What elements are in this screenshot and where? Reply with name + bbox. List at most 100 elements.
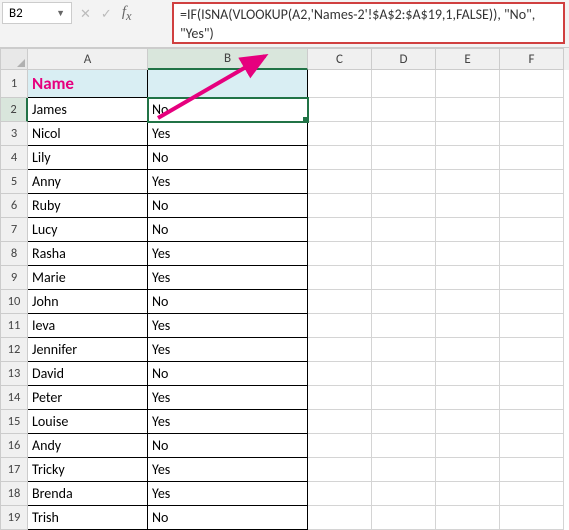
cell-A13[interactable]: David [28,362,148,386]
fx-icon[interactable]: fx [122,4,132,24]
cell-C17[interactable] [308,458,372,482]
cell-E1[interactable] [436,70,500,98]
row-header[interactable]: 13 [0,362,28,386]
cell-D14[interactable] [372,386,436,410]
column-header-e[interactable]: E [436,48,500,70]
cell-F4[interactable] [500,146,564,170]
cell-A19[interactable]: Trish [28,506,148,530]
row-header[interactable]: 17 [0,458,28,482]
cell-A15[interactable]: Louise [28,410,148,434]
cell-B17[interactable]: Yes [148,458,308,482]
cell-C12[interactable] [308,338,372,362]
cell-F9[interactable] [500,266,564,290]
cell-F18[interactable] [500,482,564,506]
cell-B4[interactable]: No [148,146,308,170]
cell-F3[interactable] [500,122,564,146]
cell-E15[interactable] [436,410,500,434]
cell-A7[interactable]: Lucy [28,218,148,242]
cell-C6[interactable] [308,194,372,218]
cell-B2[interactable]: No [148,98,308,122]
cell-E16[interactable] [436,434,500,458]
row-header[interactable]: 19 [0,506,28,530]
cell-D9[interactable] [372,266,436,290]
name-box-dropdown-icon[interactable]: ▼ [56,8,65,19]
cell-C1[interactable] [308,70,372,98]
cell-F16[interactable] [500,434,564,458]
column-header-c[interactable]: C [308,48,372,70]
cell-C8[interactable] [308,242,372,266]
cell-A8[interactable]: Rasha [28,242,148,266]
cell-B8[interactable]: Yes [148,242,308,266]
cell-D1[interactable] [372,70,436,98]
cell-D4[interactable] [372,146,436,170]
formula-bar-input[interactable]: =IF(ISNA(VLOOKUP(A2,'Names-2'!$A$2:$A$19… [172,2,565,44]
row-header[interactable]: 4 [0,146,28,170]
cell-F15[interactable] [500,410,564,434]
cell-B14[interactable]: Yes [148,386,308,410]
cell-D2[interactable] [372,98,436,122]
cell-A9[interactable]: Marie [28,266,148,290]
cell-A2[interactable]: James [28,98,148,122]
cell-B3[interactable]: Yes [148,122,308,146]
cell-A12[interactable]: Jennifer [28,338,148,362]
cell-A17[interactable]: Tricky [28,458,148,482]
cell-A14[interactable]: Peter [28,386,148,410]
cell-B5[interactable]: Yes [148,170,308,194]
cell-E18[interactable] [436,482,500,506]
cell-E4[interactable] [436,146,500,170]
row-header[interactable]: 1 [0,70,28,98]
cell-F14[interactable] [500,386,564,410]
cell-B19[interactable]: No [148,506,308,530]
cell-E5[interactable] [436,170,500,194]
cell-D7[interactable] [372,218,436,242]
row-header[interactable]: 3 [0,122,28,146]
cell-E6[interactable] [436,194,500,218]
cell-C4[interactable] [308,146,372,170]
cell-B6[interactable]: No [148,194,308,218]
cell-D11[interactable] [372,314,436,338]
row-header[interactable]: 2 [0,98,28,122]
cell-F6[interactable] [500,194,564,218]
cell-E10[interactable] [436,290,500,314]
row-header[interactable]: 9 [0,266,28,290]
row-header[interactable]: 6 [0,194,28,218]
cell-D16[interactable] [372,434,436,458]
cell-B13[interactable]: No [148,362,308,386]
cell-D17[interactable] [372,458,436,482]
cell-B9[interactable]: Yes [148,266,308,290]
cell-F8[interactable] [500,242,564,266]
column-header-b[interactable]: B [148,48,308,70]
cell-B1[interactable] [148,70,308,98]
row-header[interactable]: 16 [0,434,28,458]
cell-E12[interactable] [436,338,500,362]
cell-D15[interactable] [372,410,436,434]
cell-D13[interactable] [372,362,436,386]
cell-E8[interactable] [436,242,500,266]
cell-E11[interactable] [436,314,500,338]
cell-F19[interactable] [500,506,564,530]
cell-B11[interactable]: Yes [148,314,308,338]
cell-E13[interactable] [436,362,500,386]
cell-C14[interactable] [308,386,372,410]
cell-D12[interactable] [372,338,436,362]
cell-E2[interactable] [436,98,500,122]
cell-B7[interactable]: No [148,218,308,242]
cell-F11[interactable] [500,314,564,338]
cell-A3[interactable]: Nicol [28,122,148,146]
cell-A1[interactable]: Name [28,70,148,98]
row-header[interactable]: 8 [0,242,28,266]
row-header[interactable]: 5 [0,170,28,194]
cell-C16[interactable] [308,434,372,458]
cell-C19[interactable] [308,506,372,530]
cell-A11[interactable]: Ieva [28,314,148,338]
cell-B10[interactable]: No [148,290,308,314]
cell-D6[interactable] [372,194,436,218]
column-header-a[interactable]: A [28,48,148,70]
enter-icon[interactable]: ✓ [101,7,112,22]
cell-A10[interactable]: John [28,290,148,314]
row-header[interactable]: 15 [0,410,28,434]
row-header[interactable]: 7 [0,218,28,242]
cell-C9[interactable] [308,266,372,290]
cancel-icon[interactable]: ✕ [80,7,91,22]
row-header[interactable]: 10 [0,290,28,314]
